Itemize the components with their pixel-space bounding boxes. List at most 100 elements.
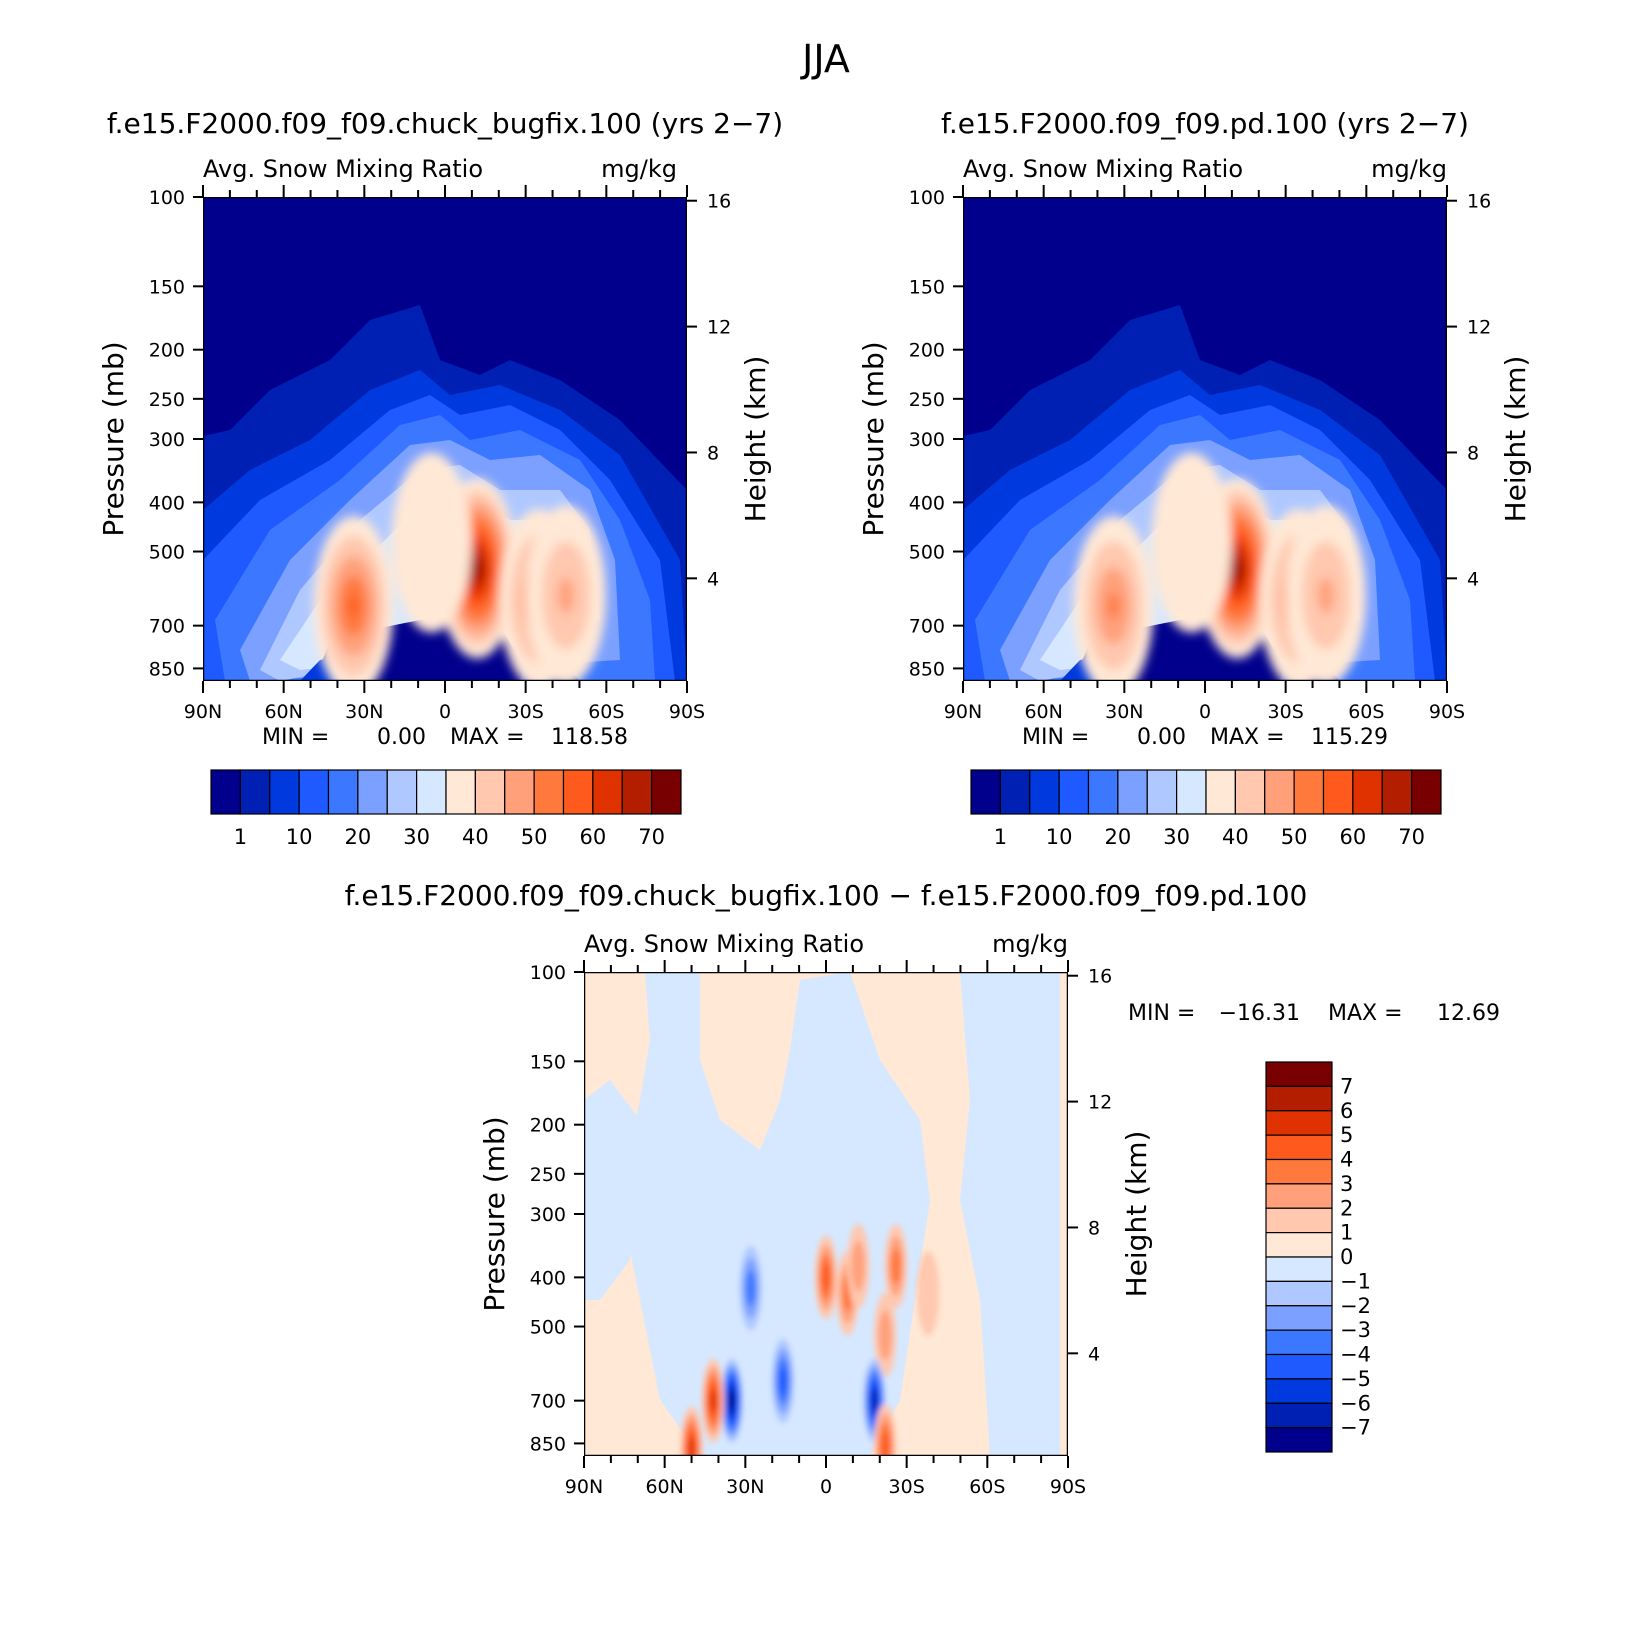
y-tick-label: 400 xyxy=(530,1267,566,1289)
colorbar-label: 60 xyxy=(580,825,607,849)
y-tick-label: 300 xyxy=(149,429,185,451)
colorbar-swatch xyxy=(1293,769,1325,815)
colorbar-swatch xyxy=(386,769,418,815)
figure-title: JJA xyxy=(800,37,850,81)
y-tick-label: 500 xyxy=(149,542,185,564)
colorbar-label: −6 xyxy=(1340,1391,1371,1415)
min-label: MIN = xyxy=(1128,1001,1195,1026)
colorbar-label: 30 xyxy=(1163,825,1190,849)
contour-level xyxy=(1234,562,1240,575)
contour-level xyxy=(822,1263,830,1292)
x-tick-label: 90N xyxy=(184,701,222,723)
x-tick-label: 60S xyxy=(588,701,624,723)
x-tick-label: 60S xyxy=(969,1476,1005,1498)
colorbar-swatch xyxy=(474,769,506,815)
x-tick-label: 90S xyxy=(1050,1476,1086,1498)
colorbar-swatch xyxy=(1265,1110,1333,1136)
colorbar-label: 3 xyxy=(1340,1172,1353,1196)
colorbar-swatch xyxy=(1352,769,1383,815)
y-right-tick-label: 16 xyxy=(1088,966,1112,988)
colorbar-swatch xyxy=(269,769,300,815)
colorbar-swatch xyxy=(1265,1353,1333,1380)
colorbar-label: −3 xyxy=(1340,1318,1371,1342)
colorbar-swatch xyxy=(445,769,476,815)
colorbar-label: 1 xyxy=(234,825,247,849)
max-value: 118.58 xyxy=(551,725,628,750)
colorbar-swatch xyxy=(1265,1207,1333,1234)
colorbar: 1 10 20 30 40 50 60 70 xyxy=(970,769,1442,849)
colorbar-swatch xyxy=(1264,769,1295,815)
contour-level xyxy=(891,1248,901,1285)
panel-title: f.e15.F2000.f09_f09.pd.100 (yrs 2−7) xyxy=(941,107,1469,140)
colorbar-swatch xyxy=(651,769,682,815)
y-tick-label: 200 xyxy=(909,340,945,362)
y-tick-label: 100 xyxy=(530,962,566,984)
max-label: MAX = xyxy=(1210,725,1285,750)
x-tick-label: 30S xyxy=(508,701,544,723)
x-tick-label: 90S xyxy=(669,701,705,723)
max-label: MAX = xyxy=(1328,1001,1403,1026)
plot-area xyxy=(203,197,687,681)
y-tick-label: 100 xyxy=(149,187,185,209)
colorbar-label: 7 xyxy=(1340,1074,1353,1098)
contour-blobs xyxy=(1073,452,1366,681)
colorbar-label: 60 xyxy=(1340,825,1367,849)
colorbar-label: 20 xyxy=(1105,825,1132,849)
colorbar-label: 0 xyxy=(1340,1245,1353,1269)
y-tick-label: 150 xyxy=(530,1051,566,1073)
x-tick-label: 0 xyxy=(820,1476,832,1498)
colorbar-swatch xyxy=(1087,769,1119,815)
colorbar-label: 2 xyxy=(1340,1196,1353,1220)
colorbar-label: 6 xyxy=(1340,1099,1353,1123)
colorbar-label: 4 xyxy=(1340,1148,1353,1172)
colorbar-label: 1 xyxy=(994,825,1007,849)
y-tick-label: 200 xyxy=(530,1115,566,1137)
y-right-axis-label: Height (km) xyxy=(1499,356,1532,523)
panel-title: f.e15.F2000.f09_f09.chuck_bugfix.100 (yr… xyxy=(107,107,783,140)
colorbar-swatch xyxy=(562,769,594,815)
y-right-tick-label: 12 xyxy=(707,317,731,339)
panel-subtitle-right: mg/kg xyxy=(601,155,677,183)
colorbar-label: 5 xyxy=(1340,1123,1353,1147)
colorbar-swatch xyxy=(1058,769,1090,815)
min-value: −16.31 xyxy=(1219,1001,1300,1026)
contour-blobs xyxy=(680,1224,940,1456)
min-label: MIN = xyxy=(262,725,329,750)
max-value: 115.29 xyxy=(1311,725,1388,750)
contour-level xyxy=(1318,577,1334,614)
y-tick-label: 400 xyxy=(149,492,185,514)
colorbar-swatch xyxy=(1381,769,1413,815)
colorbar-swatch xyxy=(592,769,623,815)
colorbar-swatch xyxy=(416,769,447,815)
contour-level xyxy=(391,452,472,633)
panel-subtitle-right: mg/kg xyxy=(1371,155,1447,183)
colorbar-swatch xyxy=(533,769,565,815)
y-tick-label: 850 xyxy=(149,658,185,680)
colorbar-swatch xyxy=(1265,1134,1333,1161)
contour-level xyxy=(729,1392,735,1410)
contour-level xyxy=(558,577,574,614)
x-tick-label: 60N xyxy=(645,1476,683,1498)
x-tick-label: 30N xyxy=(345,701,383,723)
panel-control: f.e15.F2000.f09_f09.chuck_bugfix.100 (yr… xyxy=(97,107,783,849)
contour-level xyxy=(710,1389,717,1413)
axes: 100 150 200 250 300 400 500 700 850 16 12 8 4 90N 60N 3… xyxy=(857,185,1532,723)
contour-level xyxy=(851,1240,865,1292)
y-right-axis-label: Height (km) xyxy=(739,356,772,523)
colorbar-swatch xyxy=(1265,1280,1333,1307)
colorbar-label: 1 xyxy=(1340,1221,1353,1245)
panel-subtitle-left: Avg. Snow Mixing Ratio xyxy=(203,155,483,183)
panel-pd: f.e15.F2000.f09_f09.pd.100 (yrs 2−7) Avg… xyxy=(857,107,1532,849)
colorbar-swatch xyxy=(1411,769,1442,815)
y-tick-label: 700 xyxy=(149,616,185,638)
y-right-axis-label: Height (km) xyxy=(1120,1131,1153,1298)
colorbar-label: 70 xyxy=(638,825,665,849)
colorbar-label: 10 xyxy=(1046,825,1073,849)
colorbar-swatch xyxy=(239,769,271,815)
colorbar-swatch xyxy=(1322,769,1354,815)
panel-subtitle-left: Avg. Snow Mixing Ratio xyxy=(963,155,1243,183)
colorbar-swatch xyxy=(210,769,241,815)
neg-band-a xyxy=(620,972,930,1456)
colorbar-label: 50 xyxy=(1281,825,1308,849)
y-right-tick-label: 8 xyxy=(1467,442,1479,464)
